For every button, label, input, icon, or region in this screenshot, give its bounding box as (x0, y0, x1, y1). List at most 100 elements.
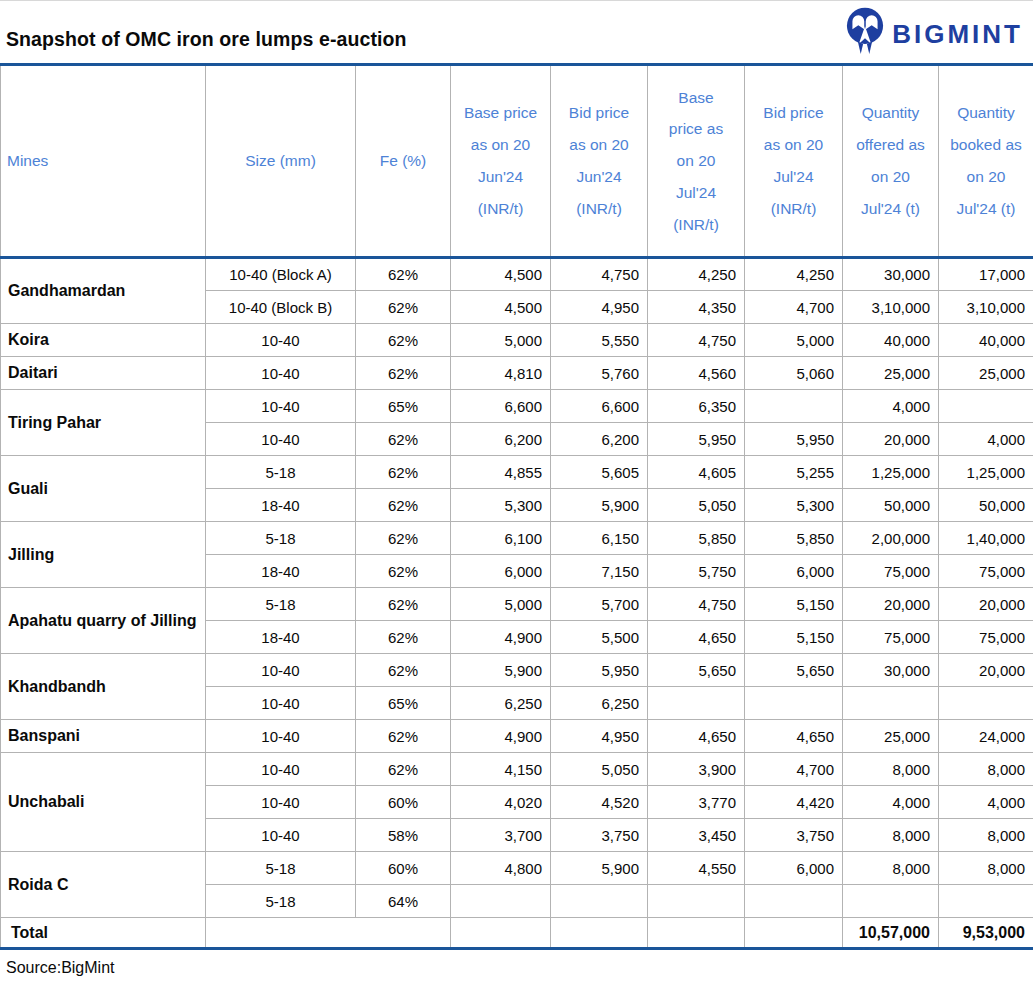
cell-fe: 62% (356, 753, 451, 786)
cell-qty-booked: 8,000 (939, 852, 1033, 885)
cell-bid-jul (745, 687, 843, 720)
cell-bid-jul: 5,850 (745, 522, 843, 555)
cell-size: 10-40 (206, 720, 356, 753)
col-header-bid-price-jul: Bid price as on 20 Jul'24 (INR/t) (745, 65, 843, 258)
cell-qty-booked: 8,000 (939, 753, 1033, 786)
cell-base-jul: 4,750 (648, 588, 745, 621)
mine-name-cell: Apahatu quarry of Jilling (1, 588, 206, 654)
bigmint-owl-icon (845, 7, 885, 61)
cell-qty-offered: 25,000 (843, 720, 939, 753)
table-row: Daitari10-4062%4,8105,7604,5605,06025,00… (1, 357, 1033, 390)
cell-fe: 62% (356, 357, 451, 390)
cell-size: 10-40 (206, 390, 356, 423)
cell-fe: 62% (356, 423, 451, 456)
mine-name-cell: Khandbandh (1, 654, 206, 720)
cell-base-jun: 4,810 (451, 357, 551, 390)
total-empty-cell (451, 918, 551, 949)
cell-size: 10-40 (206, 687, 356, 720)
cell-qty-offered (843, 885, 939, 918)
cell-base-jun: 4,900 (451, 621, 551, 654)
cell-qty-offered: 4,000 (843, 786, 939, 819)
cell-fe: 62% (356, 588, 451, 621)
cell-bid-jun: 5,950 (551, 654, 648, 687)
cell-qty-booked: 8,000 (939, 819, 1033, 852)
cell-bid-jun: 6,150 (551, 522, 648, 555)
cell-bid-jul (745, 885, 843, 918)
cell-qty-offered: 1,25,000 (843, 456, 939, 489)
cell-qty-booked: 20,000 (939, 654, 1033, 687)
cell-size: 5-18 (206, 456, 356, 489)
cell-bid-jul: 3,750 (745, 819, 843, 852)
cell-base-jul: 4,650 (648, 621, 745, 654)
cell-size: 5-18 (206, 852, 356, 885)
cell-fe: 62% (356, 258, 451, 291)
cell-base-jun: 5,000 (451, 588, 551, 621)
cell-bid-jun: 6,600 (551, 390, 648, 423)
cell-qty-offered: 8,000 (843, 852, 939, 885)
page-title: Snapshot of OMC iron ore lumps e-auction (6, 28, 407, 51)
cell-bid-jul: 5,150 (745, 588, 843, 621)
cell-base-jul: 3,450 (648, 819, 745, 852)
col-header-qty-offered: Quantity offered as on 20 Jul'24 (t) (843, 65, 939, 258)
cell-qty-booked: 20,000 (939, 588, 1033, 621)
cell-size: 18-40 (206, 555, 356, 588)
cell-qty-offered: 20,000 (843, 588, 939, 621)
cell-bid-jul: 4,250 (745, 258, 843, 291)
cell-fe: 62% (356, 291, 451, 324)
cell-qty-offered: 40,000 (843, 324, 939, 357)
cell-bid-jun: 5,700 (551, 588, 648, 621)
cell-base-jul: 4,750 (648, 324, 745, 357)
cell-base-jun: 6,250 (451, 687, 551, 720)
cell-base-jun: 5,300 (451, 489, 551, 522)
cell-fe: 62% (356, 720, 451, 753)
total-qty-booked-cell: 9,53,000 (939, 918, 1033, 949)
cell-base-jun: 6,000 (451, 555, 551, 588)
cell-bid-jun: 5,760 (551, 357, 648, 390)
cell-size: 10-40 (206, 324, 356, 357)
cell-qty-offered: 25,000 (843, 357, 939, 390)
cell-bid-jul: 4,700 (745, 753, 843, 786)
cell-fe: 58% (356, 819, 451, 852)
cell-size: 10-40 (206, 357, 356, 390)
cell-qty-booked: 4,000 (939, 423, 1033, 456)
mine-name-cell: Jilling (1, 522, 206, 588)
cell-qty-booked: 17,000 (939, 258, 1033, 291)
cell-base-jun (451, 885, 551, 918)
cell-bid-jun: 4,950 (551, 720, 648, 753)
cell-base-jul: 4,560 (648, 357, 745, 390)
cell-qty-booked: 40,000 (939, 324, 1033, 357)
cell-qty-offered (843, 687, 939, 720)
page: Snapshot of OMC iron ore lumps e-auction… (0, 1, 1033, 986)
cell-qty-offered: 75,000 (843, 555, 939, 588)
cell-fe: 65% (356, 687, 451, 720)
cell-size: 5-18 (206, 885, 356, 918)
cell-qty-booked: 50,000 (939, 489, 1033, 522)
cell-qty-booked: 25,000 (939, 357, 1033, 390)
cell-qty-offered: 30,000 (843, 654, 939, 687)
cell-bid-jul: 5,950 (745, 423, 843, 456)
cell-bid-jun: 5,550 (551, 324, 648, 357)
cell-base-jun: 5,000 (451, 324, 551, 357)
cell-base-jul: 4,605 (648, 456, 745, 489)
cell-base-jul: 4,350 (648, 291, 745, 324)
cell-qty-offered: 2,00,000 (843, 522, 939, 555)
total-empty-cell (206, 918, 451, 949)
mine-name-cell: Gandhamardan (1, 258, 206, 324)
cell-base-jul: 4,250 (648, 258, 745, 291)
cell-qty-offered: 30,000 (843, 258, 939, 291)
cell-base-jul (648, 885, 745, 918)
total-empty-cell (745, 918, 843, 949)
cell-base-jul: 5,950 (648, 423, 745, 456)
cell-base-jul: 5,750 (648, 555, 745, 588)
mine-name-cell: Banspani (1, 720, 206, 753)
total-empty-cell (551, 918, 648, 949)
cell-fe: 64% (356, 885, 451, 918)
cell-base-jul: 5,850 (648, 522, 745, 555)
cell-bid-jun (551, 885, 648, 918)
cell-bid-jul: 6,000 (745, 852, 843, 885)
cell-size: 10-40 (206, 753, 356, 786)
mine-name-cell: Unchabali (1, 753, 206, 852)
total-label-cell: Total (1, 918, 206, 949)
cell-qty-booked: 1,40,000 (939, 522, 1033, 555)
col-header-mines: Mines (1, 65, 206, 258)
